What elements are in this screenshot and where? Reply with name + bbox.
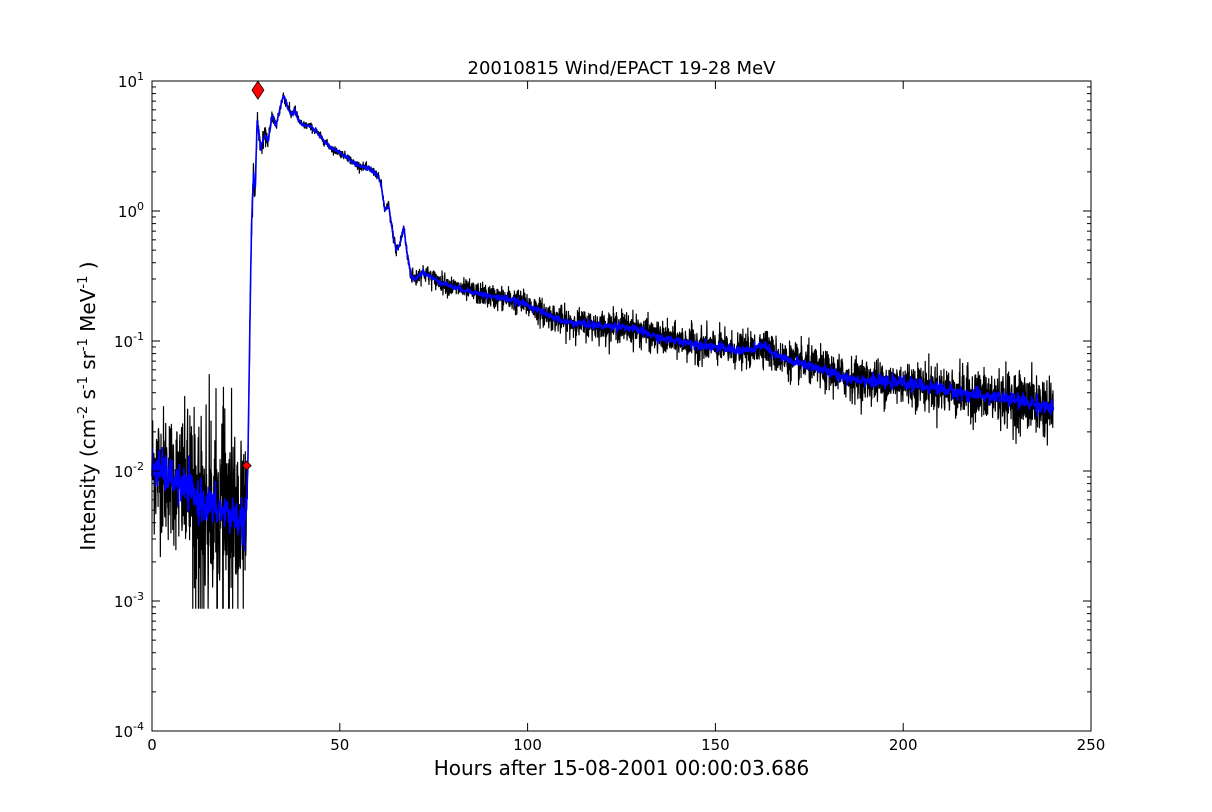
chart-title: 20010815 Wind/EPACT 19-28 MeV [468,58,777,79]
y-tick-label: 101 [118,70,144,91]
labels-layer: 0 50 100 150 200 250 10-4 10-3 10-2 10-1 100 101 [114,70,1105,754]
x-tick-label: 200 [889,736,918,754]
marker-layer [241,80,265,471]
series-line-smoothed [151,94,1055,552]
x-tick-label: 0 [147,736,157,754]
axes-frame [151,80,1092,732]
y-axis-title: Intensity (cm-2 s-1 sr-1 MeV-1 ) [76,261,100,550]
series-layer [151,92,1055,609]
x-tick-label: 100 [513,736,542,754]
x-tick-label: 150 [701,736,730,754]
x-axis-title: Hours after 15-08-2001 00:00:03.686 [434,756,810,780]
ticks-layer [151,80,1092,732]
event-marker-small [241,460,252,471]
y-tick-label: 10-3 [114,590,144,611]
event-marker-large [251,80,265,100]
y-tick-label: 10-2 [114,460,144,481]
x-tick-label: 50 [330,736,349,754]
y-tick-label: 10-4 [114,720,144,741]
y-tick-label: 100 [118,200,144,221]
y-tick-label: 10-1 [114,330,144,351]
x-tick-label: 250 [1077,736,1106,754]
